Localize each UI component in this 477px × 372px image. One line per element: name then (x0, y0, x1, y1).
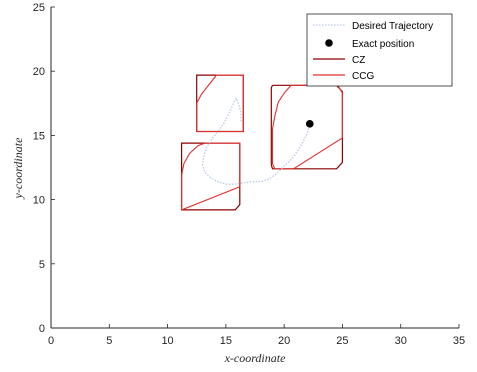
x-axis-label: x-coordinate (224, 351, 287, 365)
x-tick-label: 35 (453, 335, 465, 347)
y-tick-label: 15 (33, 130, 45, 142)
legend-label-exact-position: Exact position (352, 39, 414, 50)
y-tick-label: 10 (33, 195, 45, 207)
ticks-layer: 0 5 10 15 20 25 30 35 0 5 10 15 20 25 (33, 2, 465, 347)
x-tick-label: 25 (336, 335, 348, 347)
x-tick-label: 5 (106, 335, 112, 347)
x-tick-label: 30 (395, 335, 407, 347)
exact-position-marker (305, 120, 314, 128)
legend-label-cz: CZ (352, 55, 365, 66)
desired-trajectory-line (201, 96, 311, 185)
x-tick-label: 15 (220, 335, 232, 347)
y-tick-label: 5 (39, 259, 45, 271)
legend-label-ccg: CCG (352, 71, 374, 82)
x-tick-label: 0 (48, 335, 54, 347)
y-tick-label: 0 (39, 323, 45, 335)
ccg-set-1 (196, 74, 244, 133)
ccg-set-2 (181, 142, 241, 211)
legend-swatch-exact-position (325, 39, 333, 47)
y-tick-label: 20 (33, 66, 45, 78)
axes-layer (50, 7, 459, 329)
x-tick-label: 10 (161, 335, 173, 347)
legend-label-trajectory: Desired Trajectory (352, 21, 433, 32)
y-axis-label: y-coordinate (11, 137, 25, 200)
legend-box (306, 13, 453, 87)
data-layer (181, 74, 343, 211)
y-tick-label: 25 (33, 2, 45, 14)
legend: Desired Trajectory Exact position CZ CCG (306, 13, 453, 87)
x-tick-label: 20 (278, 335, 290, 347)
ccg-set-3 (271, 84, 343, 170)
